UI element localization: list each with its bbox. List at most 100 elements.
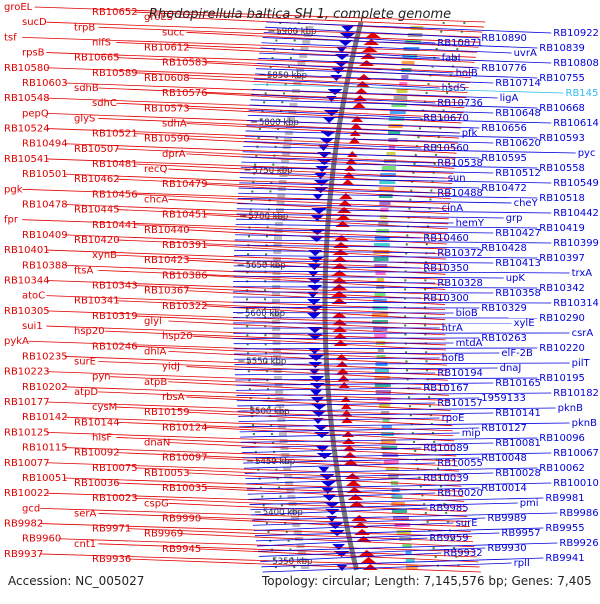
reverse-gene-label: RB10518 — [539, 193, 585, 204]
reverse-gene-label: RB9930 — [487, 543, 526, 554]
forward-gene-mark — [363, 564, 378, 570]
forward-gene-mark — [339, 193, 353, 199]
composition-strip — [373, 327, 387, 331]
reverse-gene-label: RB10141 — [495, 408, 541, 419]
reverse-gene-label: pilT — [572, 358, 591, 369]
forward-gene-label: RB9945 — [162, 544, 201, 555]
reverse-gene-label: RB10055 — [437, 458, 483, 469]
reverse-gene-label: trxA — [572, 268, 593, 279]
reverse-gene-label: RB10167 — [423, 383, 469, 394]
forward-gene-label: RB10246 — [92, 341, 138, 352]
composition-strip — [277, 194, 285, 198]
reverse-leader-line — [237, 403, 435, 406]
forward-gene-label: RB10445 — [74, 205, 120, 216]
reverse-gene-label: RB10614 — [553, 118, 599, 129]
reverse-gene-label: grp — [506, 213, 523, 224]
reverse-gene-label: dnaJ — [500, 363, 522, 374]
composition-strip — [394, 96, 408, 100]
reverse-gene-label: RB9955 — [545, 523, 584, 534]
forward-gene-label: RB9960 — [22, 534, 61, 545]
reverse-gene-label: RB10096 — [539, 433, 585, 444]
forward-gene-label: rbsA — [162, 392, 185, 403]
reverse-gene-label: RB10648 — [495, 108, 541, 119]
forward-gene-label: RB10075 — [92, 463, 138, 474]
reverse-gene-label: RB10595 — [481, 153, 527, 164]
reverse-gene-label: RB10656 — [481, 123, 527, 134]
composition-strip — [275, 390, 283, 394]
forward-gene-label: trpB — [74, 22, 95, 33]
reverse-gene-label: elF-2B — [501, 348, 533, 359]
reverse-gene-label: pfk — [462, 128, 478, 139]
composition-strip — [399, 82, 407, 86]
forward-gene-label: RB10322 — [162, 301, 208, 312]
forward-gene-label: hisF — [92, 432, 112, 443]
forward-gene-label: tsf — [4, 32, 17, 43]
forward-gene-label: serA — [74, 508, 96, 519]
reverse-gene-label: fabI — [442, 53, 461, 64]
reverse-gene-label: RB10558 — [539, 163, 585, 174]
forward-gene-label: pepQ — [22, 108, 49, 119]
reverse-gene-label: RB9932 — [443, 548, 482, 559]
forward-gene-label: RB9971 — [92, 524, 131, 535]
reverse-gene-label: mtdA — [456, 338, 483, 349]
reverse-gene-label: RB10048 — [481, 453, 527, 464]
reverse-leader-line — [233, 338, 479, 339]
forward-gene-label: RB10507 — [74, 144, 120, 155]
forward-gene-label: RB10665 — [74, 53, 120, 64]
forward-gene-label: RB9982 — [4, 519, 43, 530]
forward-gene-label: RB10022 — [4, 488, 50, 499]
forward-gene-label: RB10401 — [4, 245, 50, 256]
forward-leader-line — [65, 417, 453, 431]
reverse-gene-label: uvrA — [514, 48, 537, 59]
forward-gene-label: RB10590 — [144, 134, 190, 145]
reverse-gene-label: RB10668 — [539, 103, 585, 114]
reverse-gene-label: htrA — [442, 323, 463, 334]
accession-label: Accession: NC_005027 — [8, 574, 144, 588]
composition-strip — [382, 166, 396, 170]
reverse-gene-mark — [324, 110, 340, 116]
forward-gene-label: nifS — [92, 37, 111, 48]
reverse-gene-label: RB10039 — [423, 473, 469, 484]
forward-gene-label: RB10494 — [22, 139, 68, 150]
reverse-gene-label: csrA — [572, 328, 594, 339]
reverse-gene-label: 1959133 — [481, 393, 526, 404]
forward-gene-label: dhlA — [144, 346, 166, 357]
reverse-gene-label: RB10413 — [495, 258, 541, 269]
reverse-gene-label: RB10427 — [495, 228, 541, 239]
forward-gene-label: RB10053 — [144, 468, 190, 479]
forward-gene-label: xynB — [92, 250, 117, 261]
reverse-gene-label: RB10442 — [553, 208, 599, 219]
reverse-gene-label: RB10329 — [481, 303, 527, 314]
reverse-gene-label: RB10314 — [553, 298, 599, 309]
composition-strip — [376, 229, 389, 233]
forward-gene-label: atoC — [22, 291, 45, 302]
reverse-gene-label: holB — [456, 68, 478, 79]
reverse-gene-label: pknB — [572, 418, 597, 429]
reverse-gene-label: RB10342 — [539, 283, 585, 294]
reverse-gene-label: RB10182 — [553, 388, 599, 399]
reverse-gene-label: hofB — [442, 353, 465, 364]
forward-gene-label: RB10548 — [4, 93, 50, 104]
forward-gene-label: RB10589 — [92, 68, 138, 79]
composition-strip — [279, 432, 287, 436]
reverse-leader-line — [239, 418, 440, 422]
reverse-gene-label: RB10290 — [539, 313, 585, 324]
reverse-gene-label: RB10670 — [423, 113, 469, 124]
composition-strip — [280, 439, 288, 443]
reverse-gene-label: sun — [448, 173, 466, 184]
forward-gene-label: sdhB — [74, 83, 99, 94]
reverse-gene-label: pmi — [520, 498, 539, 509]
forward-gene-label: RB10481 — [92, 159, 138, 170]
reverse-gene-label: RB10014 — [481, 483, 527, 494]
reverse-gene-label: RB10010 — [553, 478, 599, 489]
reverse-gene-label: RB10538 — [437, 158, 483, 169]
forward-gene-label: RB10441 — [92, 220, 138, 231]
forward-gene-label: sdhA — [162, 118, 187, 129]
reverse-gene-mark — [314, 432, 330, 438]
reverse-gene-mark — [320, 131, 336, 137]
reverse-leader-line — [237, 204, 439, 208]
forward-leader-line — [186, 32, 478, 47]
reverse-gene-label: RB10560 — [423, 143, 469, 154]
reverse-gene-label: RB10776 — [481, 63, 527, 74]
composition-strip — [374, 257, 389, 261]
